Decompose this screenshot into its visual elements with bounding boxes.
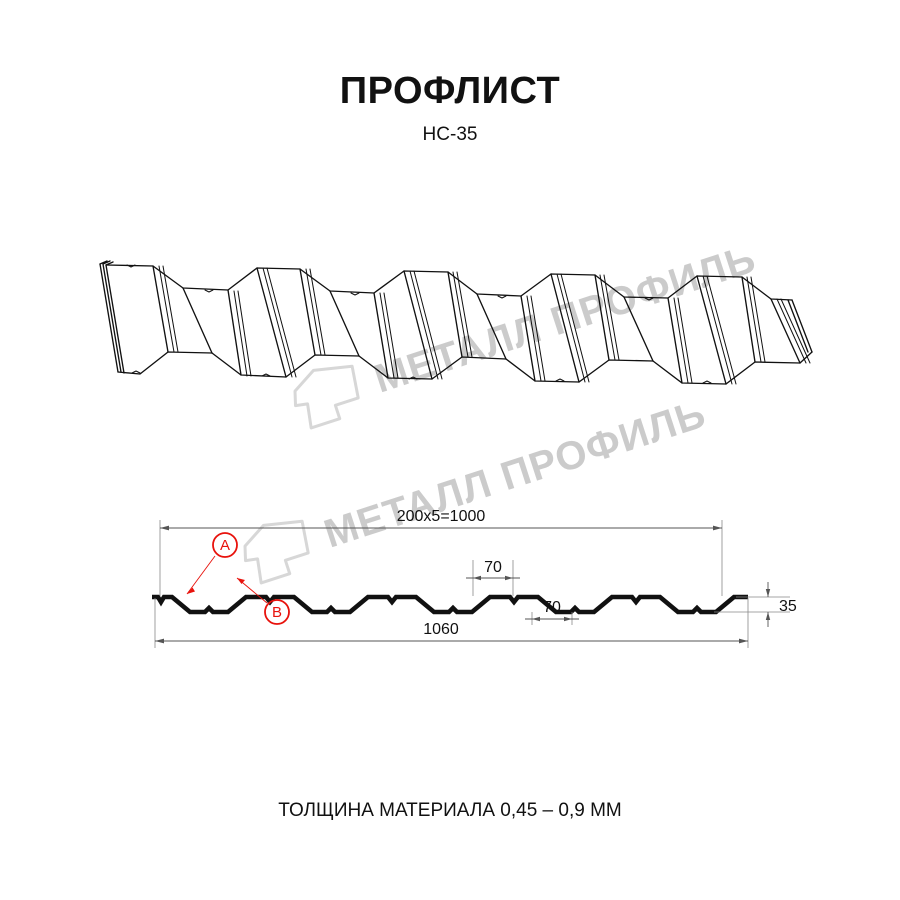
- watermark-text: МЕТАЛЛ ПРОФИЛЬ: [369, 237, 761, 402]
- iso-notch-marks: [126, 264, 712, 384]
- dim-height: 35: [779, 598, 797, 615]
- marker-a-circle[interactable]: [212, 532, 238, 558]
- dimension-group: 200x5=1000 70 70 1060: [154, 508, 797, 648]
- iso-stiffener-lines: [158, 265, 811, 385]
- dim-valley-width: 70: [543, 599, 561, 616]
- watermark-logo-icon: [293, 364, 360, 430]
- detail-marker-a[interactable]: A: [186, 532, 238, 595]
- iso-rib-lines: [152, 265, 801, 385]
- watermark-text-2: МЕТАЛЛ ПРОФИЛЬ: [319, 392, 711, 557]
- dim-overall-width: 1060: [423, 621, 459, 638]
- material-thickness-note: ТОЛЩИНА МАТЕРИАЛА 0,45 – 0,9 ММ: [278, 800, 622, 821]
- title-block: ПРОФЛИСТ НС-35: [0, 72, 900, 146]
- marker-b-circle[interactable]: [264, 599, 290, 625]
- marker-a-label: A: [220, 537, 230, 554]
- watermark-logo-icon-2: [243, 519, 310, 585]
- isometric-profile-sheet: [99, 260, 813, 385]
- iso-top-edge: [105, 264, 793, 301]
- dim-pitch-total: 200x5=1000: [397, 508, 486, 525]
- model-subtitle: НС-35: [422, 124, 478, 145]
- dim-crest-width: 70: [484, 559, 502, 576]
- cross-section-path: [152, 594, 748, 615]
- marker-b-label: B: [272, 604, 282, 621]
- cross-section-profile: [152, 594, 748, 615]
- page-title: ПРОФЛИСТ: [339, 70, 561, 112]
- detail-marker-b[interactable]: B: [236, 577, 290, 625]
